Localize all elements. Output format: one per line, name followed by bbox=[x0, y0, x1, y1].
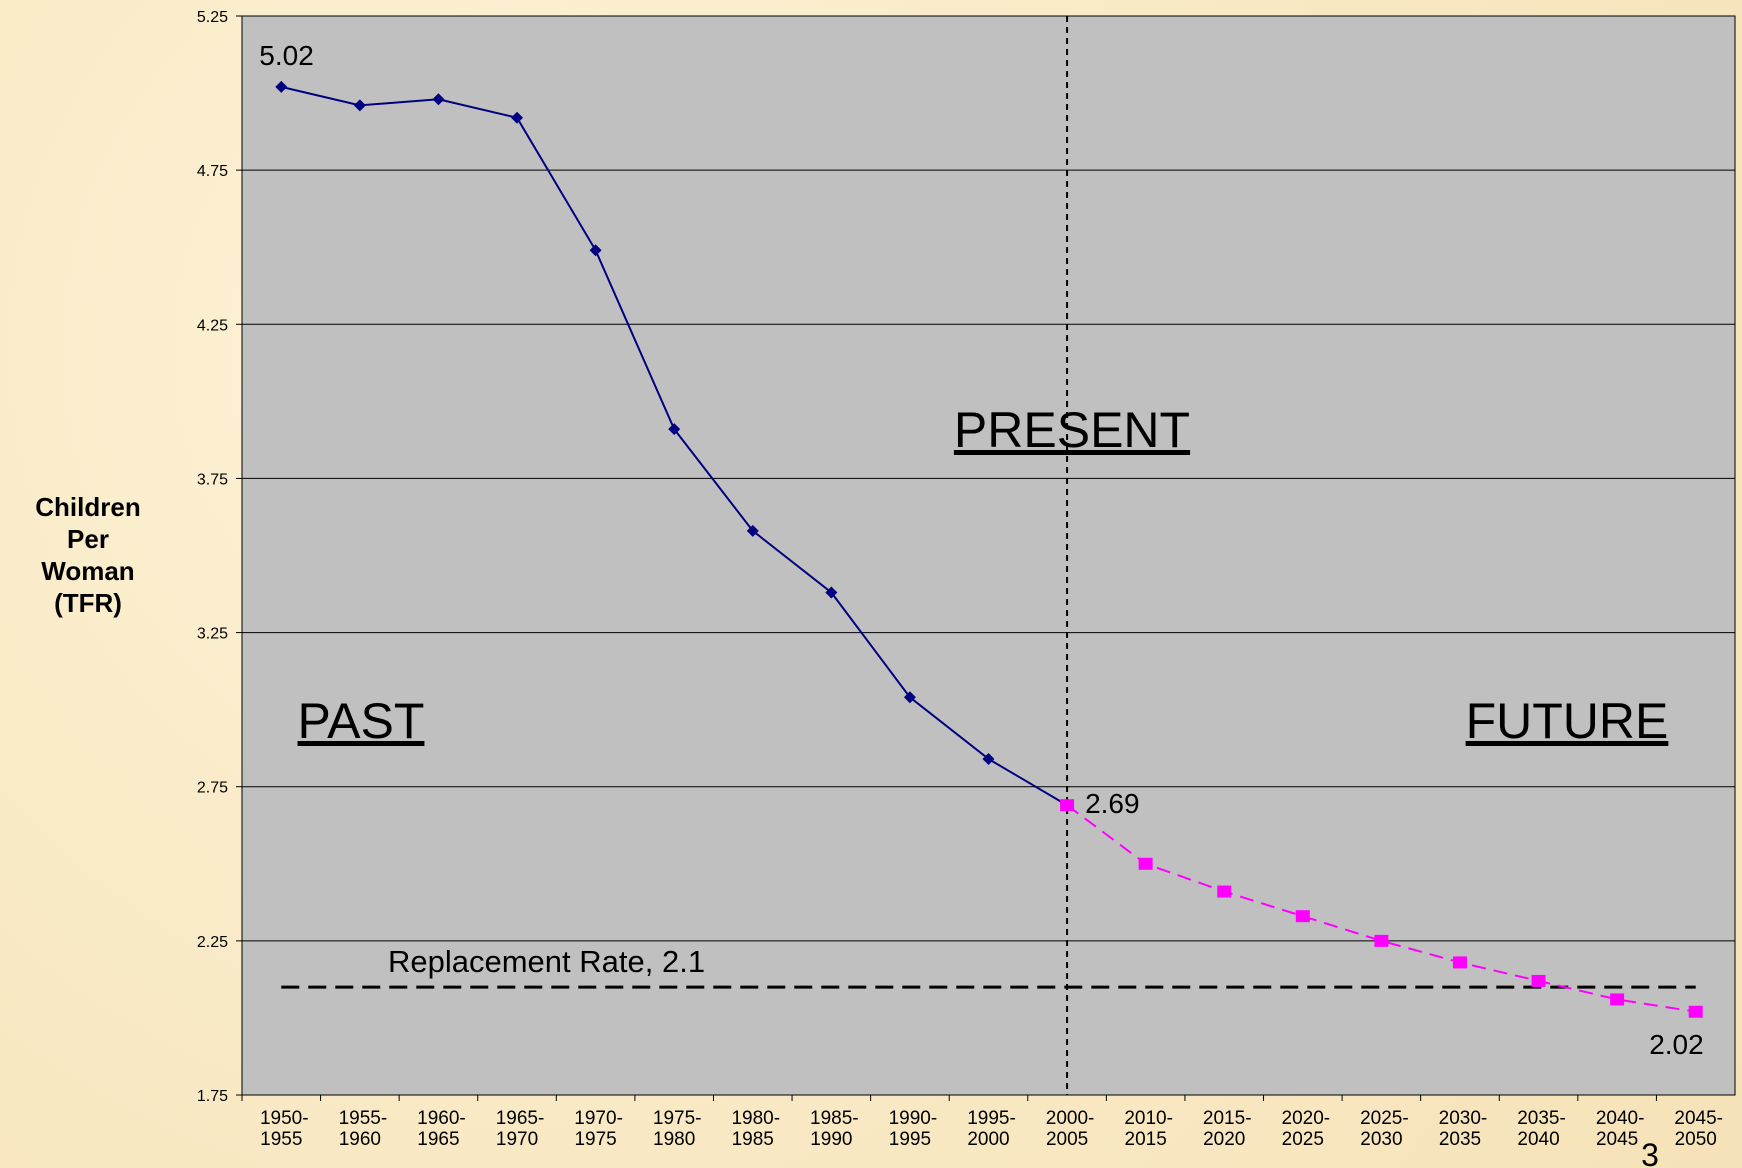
marker bbox=[1610, 993, 1625, 1006]
x-tick-label: 1970-1975 bbox=[574, 1108, 623, 1150]
marker bbox=[982, 752, 995, 765]
marker bbox=[1531, 974, 1546, 987]
annotation: PAST bbox=[298, 693, 425, 749]
y-tick-label: 4.75 bbox=[197, 163, 228, 180]
y-tick-label: 2.25 bbox=[197, 934, 228, 951]
x-tick-label: 2035-2040 bbox=[1517, 1108, 1566, 1150]
data-label: 5.02 bbox=[259, 40, 314, 71]
data-label: 2.02 bbox=[1649, 1029, 1704, 1060]
marker bbox=[825, 586, 838, 599]
reference-label: Replacement Rate, 2.1 bbox=[388, 944, 705, 979]
y-tick-label: 3.25 bbox=[197, 626, 228, 643]
x-tick-label: 1950-1955 bbox=[260, 1108, 309, 1150]
marker bbox=[353, 99, 366, 112]
marker bbox=[1688, 1005, 1703, 1018]
marker bbox=[1295, 910, 1310, 923]
marker bbox=[589, 244, 602, 257]
y-tick-label: 4.25 bbox=[197, 317, 228, 334]
marker bbox=[746, 524, 759, 537]
marker bbox=[1138, 857, 1153, 870]
data-label: 2.69 bbox=[1085, 788, 1140, 819]
plot-area bbox=[241, 15, 1736, 1096]
y-axis-label-text: Children Per Woman (TFR) bbox=[35, 492, 140, 618]
marker bbox=[668, 423, 681, 436]
y-tick-label: 3.75 bbox=[197, 471, 228, 488]
x-tick-label: 1985-1990 bbox=[810, 1108, 859, 1150]
annotation: FUTURE bbox=[1466, 693, 1669, 749]
x-tick-label: 1975-1980 bbox=[653, 1108, 702, 1150]
x-tick-label: 1990-1995 bbox=[889, 1108, 938, 1150]
x-tick-label: 2045-2050 bbox=[1674, 1108, 1723, 1150]
y-tick-label: 2.75 bbox=[197, 780, 228, 797]
annotation: PRESENT bbox=[954, 402, 1190, 458]
marker bbox=[1374, 934, 1389, 947]
x-tick-label: 2040-2045 bbox=[1596, 1108, 1645, 1150]
marker bbox=[432, 93, 445, 106]
x-tick-label: 1995-2000 bbox=[967, 1108, 1016, 1150]
x-tick-label: 2000-2005 bbox=[1046, 1108, 1095, 1150]
x-tick-label: 2030-2035 bbox=[1439, 1108, 1488, 1150]
x-tick-label: 2025-2030 bbox=[1360, 1108, 1409, 1150]
marker bbox=[1217, 885, 1232, 898]
x-tick-label: 2010-2015 bbox=[1124, 1108, 1173, 1150]
marker bbox=[1452, 956, 1467, 969]
series-line bbox=[1066, 804, 1696, 1013]
page-number: 3 bbox=[1641, 1137, 1659, 1168]
x-tick-label: 2015-2020 bbox=[1203, 1108, 1252, 1150]
marker bbox=[275, 80, 288, 93]
y-tick-label: 1.75 bbox=[197, 1088, 228, 1105]
y-axis-label: Children Per Woman (TFR) bbox=[35, 492, 140, 618]
marker bbox=[511, 111, 524, 124]
y-tick-label: 5.25 bbox=[197, 9, 228, 26]
x-tick-label: 2020-2025 bbox=[1282, 1108, 1331, 1150]
x-tick-label: 1965-1970 bbox=[496, 1108, 545, 1150]
x-tick-label: 1980-1985 bbox=[731, 1108, 780, 1150]
x-tick-label: 1955-1960 bbox=[339, 1108, 388, 1150]
marker bbox=[1060, 799, 1075, 812]
x-tick-label: 1960-1965 bbox=[417, 1108, 466, 1150]
marker bbox=[903, 691, 916, 704]
